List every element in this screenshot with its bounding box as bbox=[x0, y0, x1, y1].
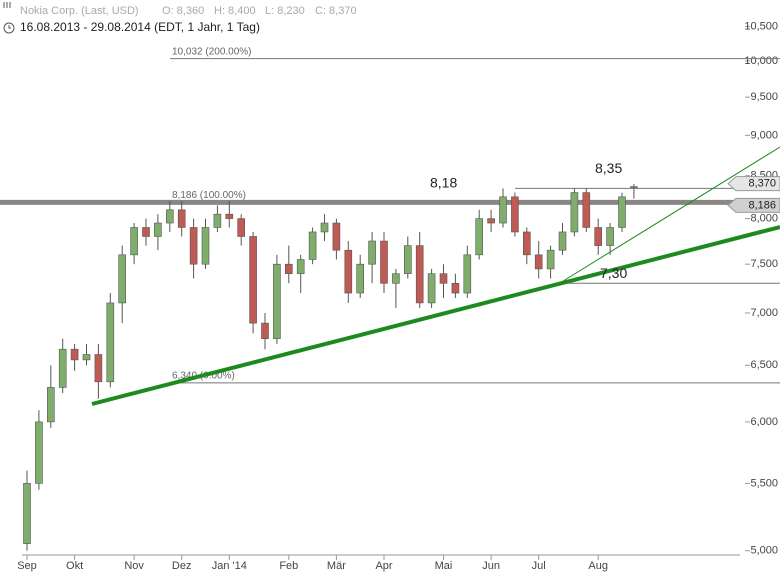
plot: 5,0005,5006,0006,5007,0007,5008,0008,500… bbox=[0, 20, 780, 572]
candle-body bbox=[356, 263, 365, 294]
candle-body bbox=[463, 254, 472, 294]
candle-body bbox=[487, 218, 495, 224]
candle-body bbox=[320, 222, 329, 233]
quote-high: H: 8,400 bbox=[214, 5, 256, 17]
candle-body bbox=[225, 213, 234, 219]
candle-body bbox=[201, 227, 210, 265]
candle-body bbox=[46, 387, 55, 423]
x-tick-label: Feb bbox=[279, 560, 298, 572]
y-tick-label: 6,000 bbox=[750, 416, 778, 428]
overlay: 8,18 8,35 7,30 8,370 8,186 bbox=[430, 160, 780, 281]
candle-body bbox=[23, 483, 31, 544]
candle-body bbox=[237, 218, 245, 237]
trend-line-support bbox=[91, 225, 780, 406]
candle-body bbox=[499, 196, 507, 224]
candle-body bbox=[106, 302, 115, 383]
quote-close: C: 8,370 bbox=[315, 5, 357, 17]
y-tick-label: 5,000 bbox=[750, 545, 778, 557]
x-tick-label: Mai bbox=[435, 560, 453, 572]
retracement-label: 10,032 (200.00%) bbox=[172, 46, 252, 57]
annotation: 8,35 bbox=[595, 160, 622, 176]
candle-body bbox=[261, 322, 269, 339]
candle-body bbox=[475, 218, 484, 256]
retracement-label: 8,186 (100.00%) bbox=[172, 190, 246, 201]
candle-body bbox=[439, 273, 448, 284]
candle-body bbox=[630, 186, 638, 188]
candle-body bbox=[166, 209, 174, 224]
candle-body bbox=[130, 227, 138, 256]
candle-body bbox=[582, 192, 591, 228]
y-tick-label: 6,500 bbox=[750, 359, 778, 371]
candle-body bbox=[296, 259, 305, 274]
candle-body bbox=[392, 273, 400, 284]
y-tick-label: 10,000 bbox=[744, 55, 778, 67]
candle-body bbox=[118, 254, 126, 304]
candle-body bbox=[308, 231, 317, 260]
candle-body bbox=[618, 196, 626, 228]
candle-body bbox=[284, 263, 293, 274]
x-tick-label: Aug bbox=[588, 560, 608, 572]
y-tick-label: 5,500 bbox=[750, 477, 778, 489]
candle-body bbox=[380, 240, 388, 284]
candle-body bbox=[70, 348, 79, 361]
x-tick-label: Apr bbox=[375, 560, 392, 572]
annotation: 8,18 bbox=[430, 175, 457, 191]
candle-body bbox=[522, 231, 531, 256]
chart-title: Nokia Corp. (Last, USD) bbox=[20, 5, 139, 17]
candle-body bbox=[558, 231, 567, 251]
price-tag-label: 8,186 bbox=[748, 199, 776, 211]
chart-subtitle: 16.08.2013 - 29.08.2014 (EDT, 1 Jahr, 1 … bbox=[20, 20, 260, 34]
candle-body bbox=[249, 236, 257, 324]
price-tag-label: 8,370 bbox=[748, 178, 776, 190]
candle-body bbox=[213, 213, 222, 228]
y-tick-label: 7,500 bbox=[750, 258, 778, 270]
candle-body bbox=[82, 354, 91, 361]
candle-body bbox=[189, 227, 198, 265]
candle-body bbox=[332, 222, 341, 251]
x-tick-label: Jun bbox=[482, 560, 500, 572]
candle-body bbox=[594, 227, 603, 246]
price-tag bbox=[727, 176, 780, 192]
candle-body bbox=[511, 196, 519, 233]
candle-body bbox=[94, 354, 103, 383]
candle-body bbox=[451, 282, 460, 294]
x-tick-label: Jan '14 bbox=[212, 560, 247, 572]
trend-line-steep bbox=[559, 146, 780, 284]
header-icon bbox=[3, 2, 15, 34]
quote-low: L: 8,230 bbox=[265, 5, 305, 17]
candle-body bbox=[177, 209, 186, 228]
y-tick-label: 9,500 bbox=[750, 91, 778, 103]
candle-body bbox=[534, 254, 543, 270]
y-tick-label: 7,000 bbox=[750, 307, 778, 319]
y-tick-label: 9,000 bbox=[750, 129, 778, 141]
y-tick-label: 10,500 bbox=[744, 20, 778, 32]
candle-body bbox=[273, 263, 281, 339]
y-tick-label: 8,000 bbox=[750, 212, 778, 224]
x-tick-label: Mär bbox=[327, 560, 346, 572]
x-tick-label: Dez bbox=[172, 560, 192, 572]
x-tick-label: Nov bbox=[124, 560, 144, 572]
x-tick-label: Sep bbox=[17, 560, 37, 572]
candle-body bbox=[606, 227, 614, 246]
candle-body bbox=[403, 245, 412, 274]
candle-body bbox=[368, 240, 376, 265]
price-tag bbox=[727, 197, 780, 213]
quote-open: O: 8,360 bbox=[162, 5, 204, 17]
candle-body bbox=[142, 227, 150, 237]
candle-body bbox=[154, 222, 162, 237]
candle-body bbox=[35, 421, 43, 484]
candle-body bbox=[58, 348, 67, 388]
x-tick-label: Jul bbox=[532, 560, 546, 572]
candle-body bbox=[415, 245, 424, 304]
candle-body bbox=[570, 192, 579, 233]
annotation: 7,30 bbox=[600, 265, 627, 281]
candle-body bbox=[427, 273, 436, 304]
candle-body bbox=[546, 249, 555, 270]
x-tick-label: Okt bbox=[66, 560, 83, 572]
candle-body bbox=[344, 249, 353, 294]
